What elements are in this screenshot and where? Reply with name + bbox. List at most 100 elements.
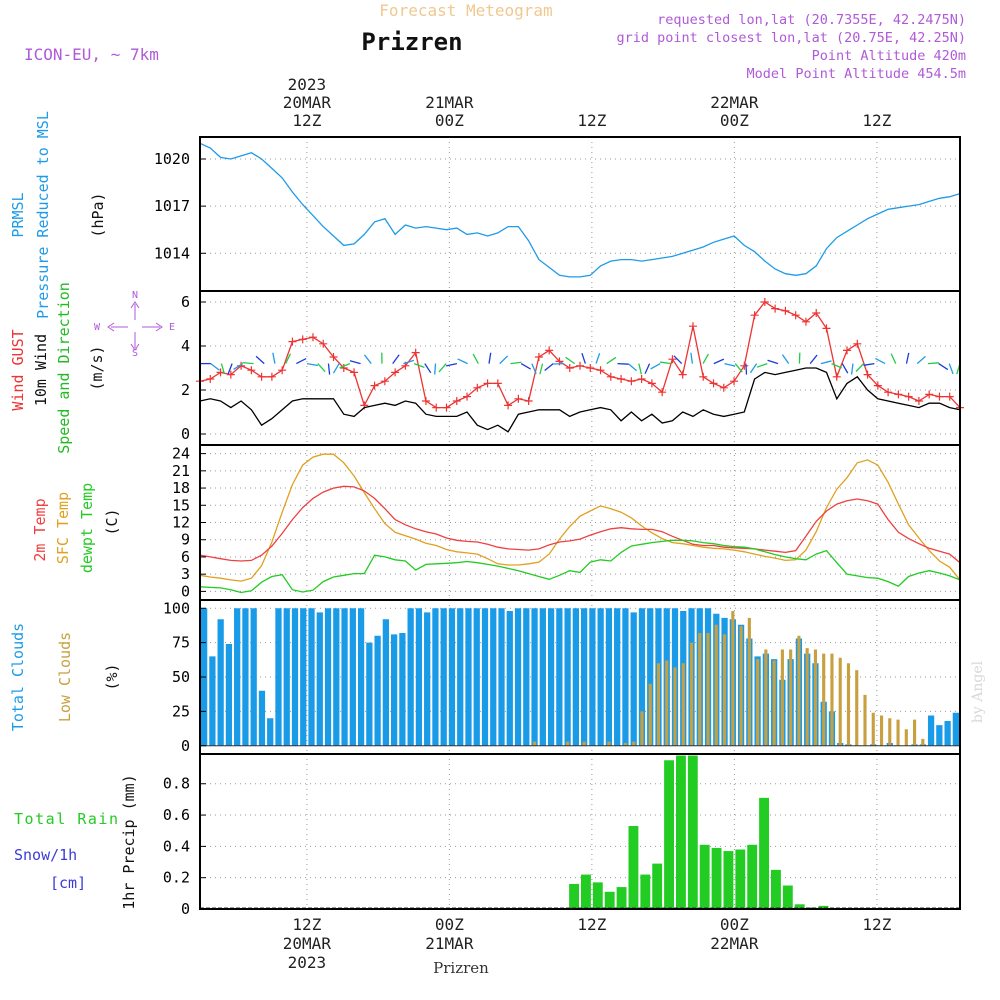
x-tick-label-top: 12Z [862,111,891,130]
y-tick-label: 3 [181,565,190,583]
gust-marker [267,372,276,381]
gust-marker [463,392,472,401]
gust-marker [678,370,687,379]
total-cloud-bar [952,712,959,746]
gust-marker [452,397,461,405]
gust-marker [853,339,862,348]
gust-marker [432,403,441,412]
gust-marker [308,333,317,342]
model-label: ICON-EU, ~ 7km [24,45,159,64]
grid [200,137,960,910]
total-cloud-bar [275,608,282,746]
wind-direction-arrow [650,363,661,370]
low-cloud-bar [632,741,636,746]
low-cloud-bar [533,741,537,746]
rain-bar [759,797,769,909]
wind-direction-arrow [233,363,244,370]
gust-marker [771,304,780,313]
gust-marker [914,397,923,405]
y-tick-label: 1020 [154,150,190,168]
total-cloud-bar [267,718,274,746]
wind-direction-arrow [306,362,318,367]
total-cloud-bar [490,608,497,746]
total-cloud-bar [382,619,389,746]
wind-direction-arrow [392,354,400,364]
total-cloud-bar [349,608,356,746]
wind-direction-arrow [850,363,854,375]
wind-direction-arrow [520,363,531,370]
gust-marker [760,298,769,306]
total-cloud-bar [300,608,307,746]
pressure-msl-label: Pressure Reduced to MSL [34,111,52,319]
gust-marker [945,392,954,401]
gust-marker [473,383,482,392]
rain-bar [735,849,746,909]
wind-10m-label: 10m Wind [32,334,50,406]
gust-marker [504,401,513,410]
y-tick-label: 50 [172,668,190,686]
low-cloud-bar [566,741,570,746]
total-cloud-bar [440,608,447,746]
low-cloud-bar [723,634,727,746]
wind-direction-arrow [644,363,651,374]
compass-arrows [107,301,163,351]
wind-direction-arrow [820,360,832,365]
gust-marker [350,368,359,377]
total-cloud-bar [291,608,299,746]
rain-bar [723,851,734,909]
low-cloud-bar [706,633,710,746]
total-cloud-bar [647,608,654,746]
wind-direction-arrow [210,363,220,371]
wind-direction-arrow [220,363,226,375]
precip-unit-label: 1hr Precip (mm) [120,774,138,909]
y-tick-label: 12 [172,514,190,532]
y-tick-label: 0.4 [163,837,190,855]
total-cloud-bar [415,608,423,746]
gust-marker [873,381,882,390]
wind-direction-arrow [581,352,586,364]
x-tick-label-bottom: 22MAR [710,934,759,953]
precip-labels: Total Rain Snow/1h [cm] 1hr Precip (mm) [14,774,138,909]
low-cloud-bar [904,729,908,746]
compass-w: W [94,322,101,333]
y-tick-label: 75 [172,634,190,652]
gust-marker [904,392,913,401]
gust-marker [750,311,759,320]
rain-bar [711,847,722,909]
wind-direction-arrow [638,363,642,375]
low-cloud-bar [698,633,702,746]
gust-marker [863,370,872,379]
temperature-labels: 2m Temp SFC Temp dewpt Temp (C) [31,483,121,573]
x-tick-label-bottom: 21MAR [425,934,474,953]
low-cloud-bar [714,624,718,746]
gust-marker [288,337,297,346]
wind-direction-arrow [242,361,254,365]
y-tick-label: 0.2 [163,869,190,887]
total-cloud-bar [324,608,332,746]
y-tick-label: 2 [181,381,190,399]
total-cloud-bar [589,608,596,746]
total-cloud-bar [622,608,629,746]
total-cloud-bar [283,608,290,746]
rain-bar [818,905,829,909]
rain-bar [699,844,710,909]
wind-direction-arrow [255,355,265,365]
wind-direction-arrow [539,363,544,375]
low-cloud-bar [681,663,685,746]
low-cloud-bar [764,649,768,746]
gust-marker [884,388,893,397]
gust-marker [647,379,656,388]
wind-direction-arrow [285,353,292,364]
gust-marker [339,364,348,372]
wind-direction-arrow [756,362,768,368]
footer-location: Prizren [433,959,489,977]
wind-direction-arrow [916,355,926,365]
gust-marker [483,379,492,388]
total-cloud-bar [333,608,340,746]
gust-marker [216,368,225,377]
gust-marker [576,361,584,370]
total-cloud-bar [638,608,646,746]
y-tick-label: 21 [172,462,190,480]
low-cloud-bar [879,715,884,746]
gust-marker [627,377,636,386]
